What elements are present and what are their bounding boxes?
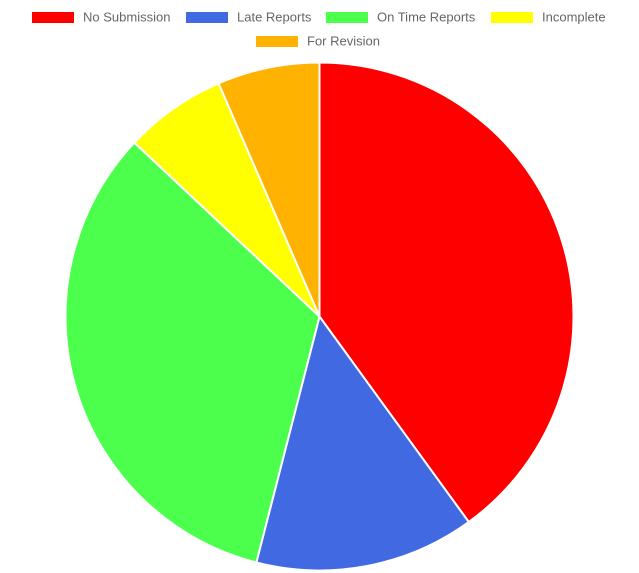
legend-label-for-revision: For Revision: [307, 34, 380, 49]
legend-label-incomplete: Incomplete: [542, 10, 606, 25]
legend-swatch-for-revision: [256, 36, 298, 47]
legend-item-late-reports[interactable]: Late Reports: [186, 10, 312, 25]
legend-label-late-reports: Late Reports: [237, 10, 312, 25]
chart-legend: No Submission Late Reports On Time Reports…: [32, 10, 606, 49]
legend-swatch-no-submission: [32, 12, 74, 23]
pie-slices: [66, 63, 574, 571]
legend-item-for-revision[interactable]: For Revision: [256, 34, 380, 49]
legend-item-incomplete[interactable]: Incomplete: [491, 10, 606, 25]
legend-swatch-incomplete: [491, 12, 533, 23]
legend-item-on-time-reports[interactable]: On Time Reports: [326, 10, 476, 25]
legend-item-no-submission[interactable]: No Submission: [32, 10, 170, 25]
legend-swatch-on-time-reports: [326, 12, 368, 23]
legend-label-no-submission: No Submission: [83, 10, 170, 25]
legend-swatch-late-reports: [186, 12, 228, 23]
legend-label-on-time-reports: On Time Reports: [377, 10, 476, 25]
